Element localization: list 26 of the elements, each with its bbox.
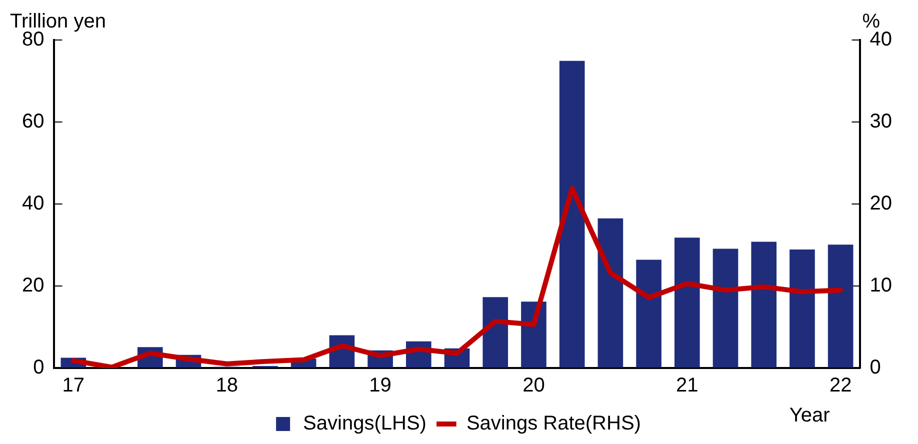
y2-tick-label: 30 (870, 110, 892, 133)
x-axis-title: Year (789, 404, 830, 427)
legend-label: Savings(LHS) (303, 412, 426, 435)
x-tick-label: 19 (369, 374, 392, 397)
y2-tick-label: 20 (870, 192, 892, 215)
bar (559, 60, 585, 368)
bar (828, 244, 854, 368)
x-tick-label: 20 (522, 374, 545, 397)
y-tick-label: 20 (22, 274, 44, 297)
y-tick-label: 0 (33, 356, 44, 379)
bar (712, 248, 738, 368)
x-tick-label: 21 (676, 374, 698, 397)
legend-label: Savings Rate(RHS) (466, 412, 641, 435)
y2-tick-label: 10 (870, 274, 892, 297)
bar (674, 238, 700, 368)
x-tick-label: 17 (62, 374, 85, 397)
y-tick-label: 60 (22, 110, 44, 133)
bar (790, 250, 815, 368)
bar (636, 260, 662, 368)
bar (482, 297, 508, 368)
bar (751, 242, 777, 368)
x-tick-label: 22 (829, 374, 852, 397)
y2-tick-label: 0 (870, 356, 881, 379)
y-tick-label: 40 (22, 192, 44, 215)
x-tick-label: 18 (216, 374, 238, 397)
bar (598, 218, 624, 368)
